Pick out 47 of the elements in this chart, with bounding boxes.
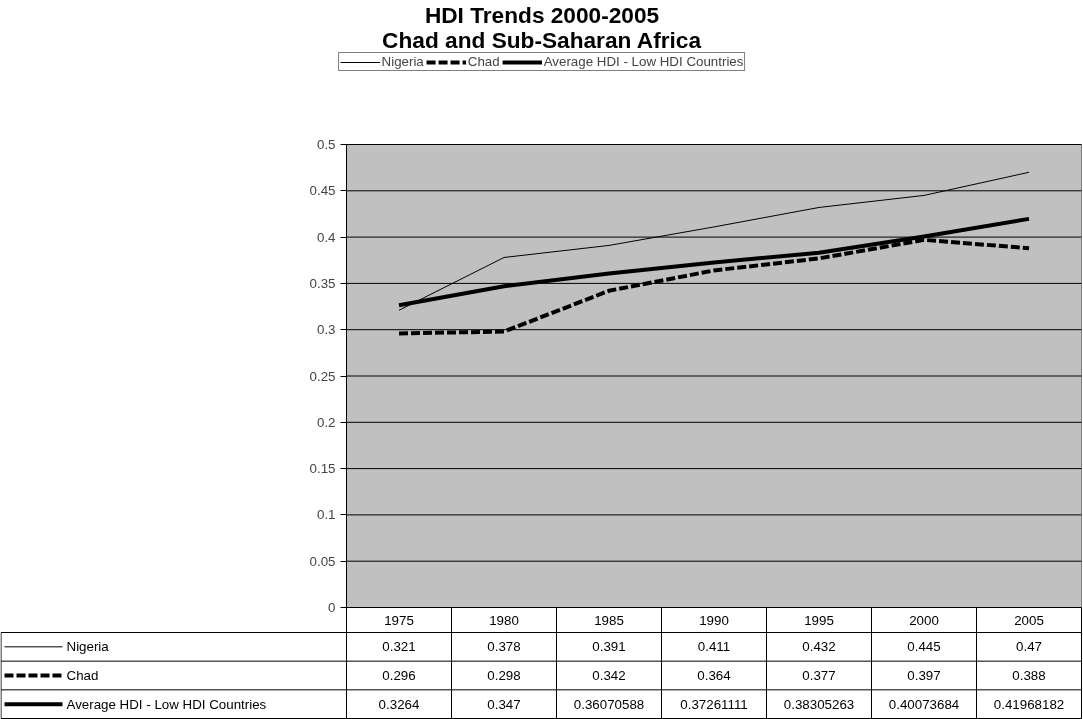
data-label: 0.342 [592,668,626,683]
data-label: 0.38305263 [783,696,855,712]
data-label: 0.377 [802,668,836,683]
y-tick-label: 0.1 [316,507,336,523]
data-label: 0.347 [487,696,521,712]
data-label: 0.445 [907,639,941,655]
y-tick-label: 0.4 [316,229,337,245]
text: Nigeria [66,639,109,655]
y-tick-label: 0.35 [309,275,336,291]
x-tick-label: 1995 [804,612,834,628]
data-label: 0.388 [1012,668,1046,683]
data-label: 0.298 [487,668,521,683]
x-tick-label: 2000 [909,612,939,628]
x-tick-label: 2005 [1014,612,1044,628]
y-tick-label: 0.15 [309,461,336,477]
text: Average HDI - Low HDI Countries [66,696,267,712]
data-label: 0.321 [382,639,416,655]
data-label: 0.391 [592,639,626,655]
y-tick-label: 0.05 [309,553,336,569]
data-label: 0.364 [697,668,732,683]
data-label: 0.36070588 [573,696,645,712]
y-tick-label: 0.45 [309,183,336,199]
data-label: 0.37261111 [680,696,748,712]
x-tick-label: 1980 [489,612,519,628]
x-tick-label: 1975 [384,612,414,628]
chart-subtitle: Chad and Sub-Saharan Africa [382,26,702,53]
y-tick-label: 0 [328,600,336,615]
data-label: 0.47 [1016,639,1042,655]
legend-label: Nigeria [381,54,424,69]
data-label: 0.41968182 [993,696,1065,712]
x-tick-label: 1990 [699,612,729,628]
data-label: 0.411 [697,639,731,655]
data-label: 0.296 [382,668,416,683]
data-label: 0.397 [907,668,941,683]
y-tick-label: 0.25 [309,368,336,384]
data-label: 0.432 [802,639,836,655]
y-tick-label: 0.3 [316,322,336,338]
x-tick-label: 1985 [594,612,624,628]
y-tick-label: 0.2 [316,414,336,430]
chart-title: HDI Trends 2000-2005 [424,1,660,28]
legend-label: Chad [467,54,500,69]
data-label: 0.40073684 [888,696,960,712]
text: Chad [66,668,99,683]
legend-label: Average HDI - Low HDI Countries [543,54,744,69]
data-label: 0.3264 [378,696,420,712]
y-tick-label: 0.5 [316,137,336,152]
data-label: 0.378 [487,639,521,655]
